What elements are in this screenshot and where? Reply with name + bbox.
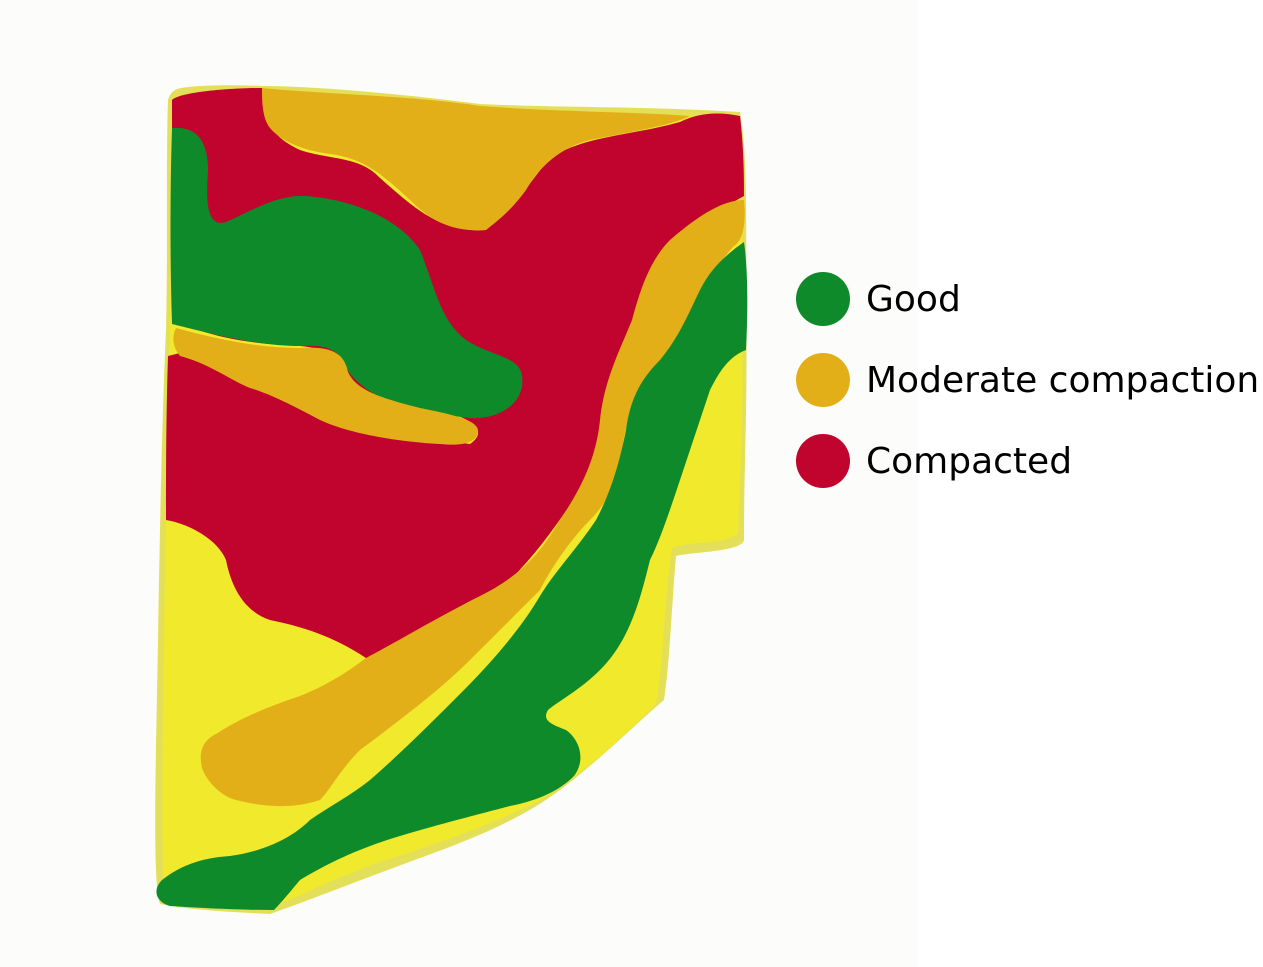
legend-swatch-moderate [796,353,850,407]
zone-moderate-diagonal [200,200,745,807]
zone-moderate-top [262,88,690,231]
zone-moderate-middle [173,328,479,445]
legend-swatch-compacted [796,434,850,488]
legend-label-compacted: Compacted [866,440,1073,482]
legend-item-good: Good [796,272,1259,326]
zone-good-upper [170,127,523,419]
legend-label-moderate: Moderate compaction [866,359,1260,401]
legend-label-good: Good [866,278,961,320]
legend-item-compacted: Compacted [796,434,1259,488]
legend-item-moderate-compaction: Moderate compaction [796,353,1259,407]
map-legend: Good Moderate compaction Compacted [796,272,1259,515]
zone-good-diagonal [156,242,748,910]
legend-swatch-good [796,272,850,326]
field-compaction-map [155,85,748,914]
